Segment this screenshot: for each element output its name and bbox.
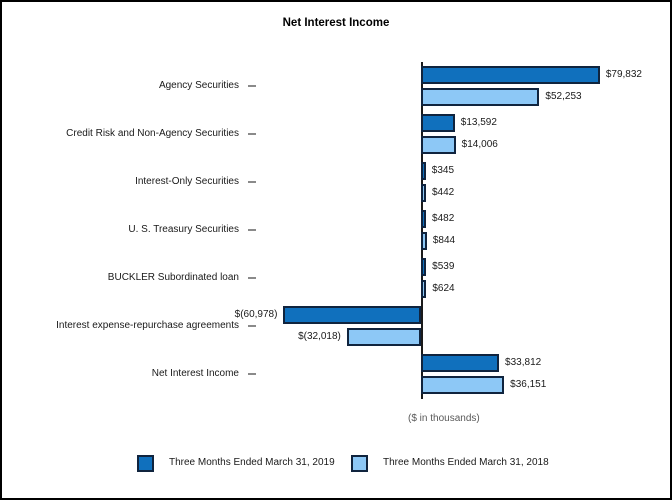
category-label: BUCKLER Subordinated loan <box>107 272 239 283</box>
legend-swatch-2019 <box>137 455 154 472</box>
bar-2019 <box>283 306 421 324</box>
bar-2018 <box>421 376 505 394</box>
value-label: $844 <box>432 235 456 246</box>
value-label: $79,832 <box>605 69 642 80</box>
category-axis-tick <box>248 325 256 327</box>
category-axis-tick <box>248 277 256 279</box>
bar-2018 <box>421 184 426 202</box>
bar-2019 <box>421 258 427 276</box>
category-label: Agency Securities <box>158 80 239 91</box>
category-axis-tick <box>248 85 256 87</box>
category-axis-tick <box>248 229 256 231</box>
bar-2018 <box>346 328 421 346</box>
chart-legend: Three Months Ended March 31, 2019 Three … <box>2 454 670 478</box>
legend-label-2019: Three Months Ended March 31, 2019 <box>169 457 335 468</box>
chart-title: Net Interest Income <box>282 17 390 29</box>
value-label: $442 <box>431 187 455 198</box>
bar-2019 <box>421 210 427 228</box>
value-label: $482 <box>432 213 455 224</box>
bar-2018 <box>421 280 427 298</box>
value-label: $13,592 <box>460 117 497 128</box>
bar-2019 <box>421 66 600 84</box>
category-axis-tick <box>248 373 256 375</box>
value-label: $14,006 <box>461 139 498 150</box>
value-label: $52,253 <box>545 91 582 102</box>
value-label: $(32,018) <box>298 331 341 342</box>
category-label: Interest expense-repurchase agreements <box>56 320 239 331</box>
bar-2018 <box>421 232 427 250</box>
legend-swatch-2018 <box>351 455 368 472</box>
bar-2019 <box>421 162 426 180</box>
value-label: $33,812 <box>505 357 542 368</box>
value-label: $539 <box>432 261 455 272</box>
bar-2018 <box>421 136 456 154</box>
value-label: $36,151 <box>510 379 547 390</box>
bar-2019 <box>421 114 455 132</box>
bar-2019 <box>421 354 500 372</box>
value-label: $345 <box>431 165 455 176</box>
category-label: U. S. Treasury Securities <box>128 224 239 235</box>
category-label: Net Interest Income <box>151 368 239 379</box>
category-axis-tick <box>248 181 256 183</box>
chart-footnote: ($ in thousands) <box>408 413 480 424</box>
value-label: $624 <box>432 283 455 294</box>
value-label: $(60,978) <box>234 309 278 320</box>
category-label: Interest-Only Securities <box>135 176 239 187</box>
zero-axis-line <box>421 62 423 399</box>
legend-label-2018: Three Months Ended March 31, 2018 <box>383 457 549 468</box>
bar-2018 <box>421 88 540 106</box>
category-label: Credit Risk and Non-Agency Securities <box>66 128 239 139</box>
category-axis-tick <box>248 133 256 135</box>
